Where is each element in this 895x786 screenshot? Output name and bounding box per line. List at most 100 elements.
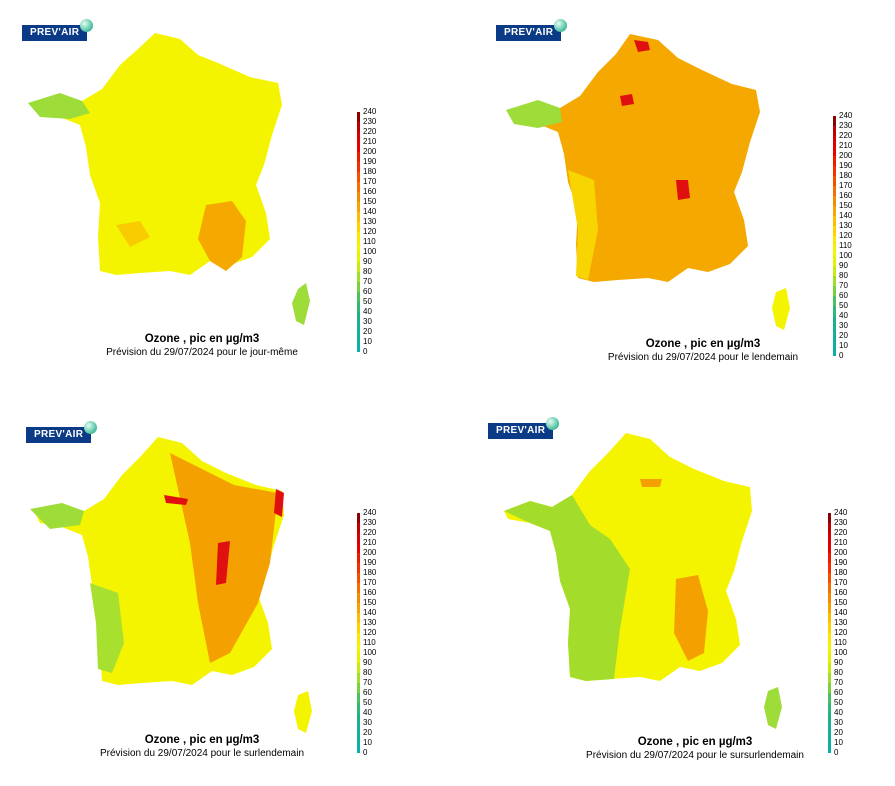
scale-tick-label: 140 — [834, 608, 848, 617]
scale-tick-label: 50 — [363, 698, 372, 707]
scale-segment — [357, 603, 360, 613]
scale-segment — [357, 713, 360, 723]
scale-segment — [357, 743, 360, 753]
scale-segment — [357, 342, 360, 352]
scale-segment — [828, 513, 831, 523]
scale-tick-label: 200 — [363, 548, 377, 557]
scale-tick-label: 70 — [363, 277, 372, 286]
scale-tick-label: 170 — [839, 181, 853, 190]
scale-tick-label: 40 — [363, 708, 372, 717]
map-panel-1: PREV'AIR Ozone , pic en µg/m3 Prévision … — [0, 0, 447, 393]
scale-tick-label: 160 — [839, 191, 853, 200]
scale-tick-label: 80 — [834, 668, 843, 677]
corsica — [292, 283, 310, 325]
scale-segment — [357, 553, 360, 563]
scale-segment — [357, 643, 360, 653]
scale-tick-label: 180 — [834, 568, 848, 577]
scale-tick-label: 220 — [363, 528, 377, 537]
scale-tick-label: 60 — [363, 287, 372, 296]
scale-segment — [828, 573, 831, 583]
scale-segment — [357, 272, 360, 282]
scale-segment — [828, 733, 831, 743]
scale-tick-label: 170 — [834, 578, 848, 587]
scale-segment — [833, 136, 836, 146]
scale-tick-label: 220 — [363, 127, 377, 136]
scale-segment — [357, 172, 360, 182]
scale-segment — [828, 743, 831, 753]
scale-tick-label: 180 — [363, 568, 377, 577]
scale-segment — [833, 196, 836, 206]
scale-tick-label: 90 — [834, 658, 843, 667]
scale-segment — [357, 573, 360, 583]
scale-tick-label: 50 — [363, 297, 372, 306]
scale-segment — [828, 643, 831, 653]
scale-tick-label: 80 — [363, 668, 372, 677]
red-center — [676, 180, 690, 200]
red-paris — [164, 495, 188, 505]
scale-segment — [828, 663, 831, 673]
color-scale: 240 230 220 210 200 190 180 170 160 150 140 130 120 1… — [833, 112, 863, 360]
scale-segment — [828, 653, 831, 663]
scale-tick-label: 20 — [839, 331, 848, 340]
scale-segment — [828, 583, 831, 593]
scale-tick-label: 160 — [363, 187, 377, 196]
scale-tick-label: 70 — [834, 678, 843, 687]
prevair-logo: PREV'AIR — [26, 421, 98, 443]
scale-tick-label: 110 — [834, 638, 847, 647]
scale-segment — [357, 232, 360, 242]
scale-segment — [833, 176, 836, 186]
scale-segment — [357, 142, 360, 152]
scale-tick-label: 40 — [363, 307, 372, 316]
scale-tick-label: 150 — [839, 201, 853, 210]
scale-tick-label: 200 — [839, 151, 853, 160]
scale-segment — [357, 663, 360, 673]
scale-segment — [357, 613, 360, 623]
red-paris — [620, 94, 634, 106]
scale-tick-label: 230 — [363, 518, 377, 527]
red-east-border — [274, 489, 284, 517]
brittany-green — [28, 93, 90, 119]
scale-segment — [833, 296, 836, 306]
scale-segment — [357, 222, 360, 232]
scale-tick-label: 190 — [363, 558, 377, 567]
scale-tick-label: 140 — [363, 608, 377, 617]
yellow-south-west — [568, 170, 598, 280]
scale-tick-label: 90 — [363, 257, 372, 266]
scale-tick-label: 0 — [839, 351, 844, 360]
scale-tick-label: 30 — [839, 321, 848, 330]
prevair-logo: PREV'AIR — [488, 417, 560, 439]
scale-segment — [828, 603, 831, 613]
scale-tick-label: 120 — [363, 227, 377, 236]
scale-tick-label: 110 — [363, 237, 376, 246]
scale-tick-label: 190 — [834, 558, 848, 567]
scale-tick-label: 30 — [363, 718, 372, 727]
scale-segment — [833, 156, 836, 166]
scale-segment — [828, 553, 831, 563]
scale-tick-label: 120 — [834, 628, 848, 637]
scale-segment — [833, 286, 836, 296]
scale-segment — [828, 523, 831, 533]
scale-tick-label: 170 — [363, 177, 377, 186]
scale-tick-label: 150 — [834, 598, 848, 607]
scale-tick-label: 160 — [834, 588, 848, 597]
scale-segment — [357, 673, 360, 683]
scale-segment — [357, 623, 360, 633]
scale-tick-label: 40 — [834, 708, 843, 717]
color-scale: 240 230 220 210 200 190 180 170 160 150 140 130 120 1… — [828, 509, 858, 757]
scale-segment — [833, 336, 836, 346]
france-shape — [512, 34, 760, 282]
scale-segment — [357, 563, 360, 573]
color-scale: 240 230 220 210 200 190 180 170 160 150 140 130 120 1… — [357, 108, 387, 356]
scale-tick-label: 0 — [834, 748, 839, 757]
scale-segment — [833, 216, 836, 226]
scale-tick-label: 240 — [834, 508, 848, 517]
scale-tick-label: 70 — [839, 281, 848, 290]
scale-segment — [357, 733, 360, 743]
scale-tick-label: 130 — [834, 618, 848, 627]
brittany-green — [506, 100, 562, 128]
scale-tick-label: 210 — [363, 538, 377, 547]
scale-tick-label: 10 — [839, 341, 848, 350]
scale-tick-label: 200 — [834, 548, 848, 557]
scale-tick-label: 220 — [839, 131, 853, 140]
red-center — [216, 541, 230, 585]
